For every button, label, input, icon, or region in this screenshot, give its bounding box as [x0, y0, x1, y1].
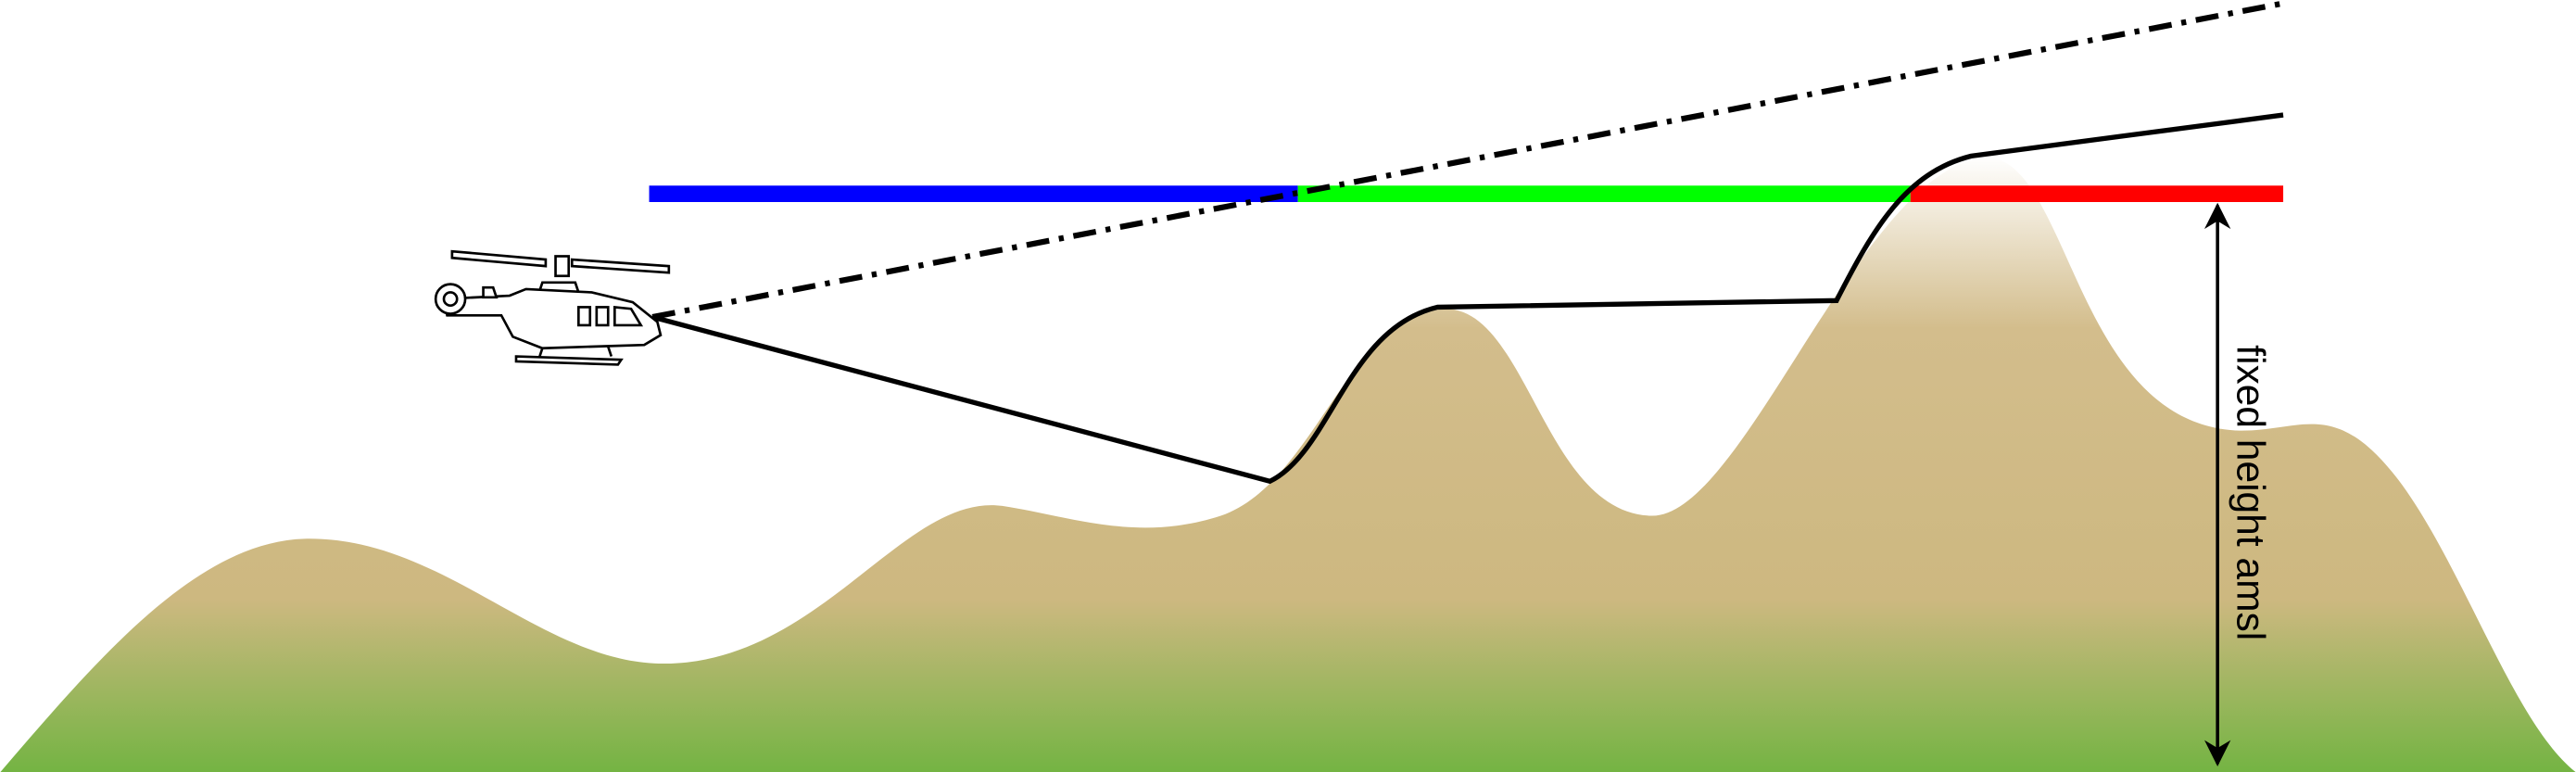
blue-segment	[649, 185, 1298, 202]
line-of-sight	[651, 0, 2284, 321]
green-segment	[1297, 185, 1911, 202]
height-label: fixed height amsl	[2228, 345, 2272, 640]
terrain	[0, 157, 2576, 772]
flight-path	[651, 112, 2284, 485]
helicopter	[434, 249, 671, 366]
red-segment	[1910, 185, 2284, 202]
